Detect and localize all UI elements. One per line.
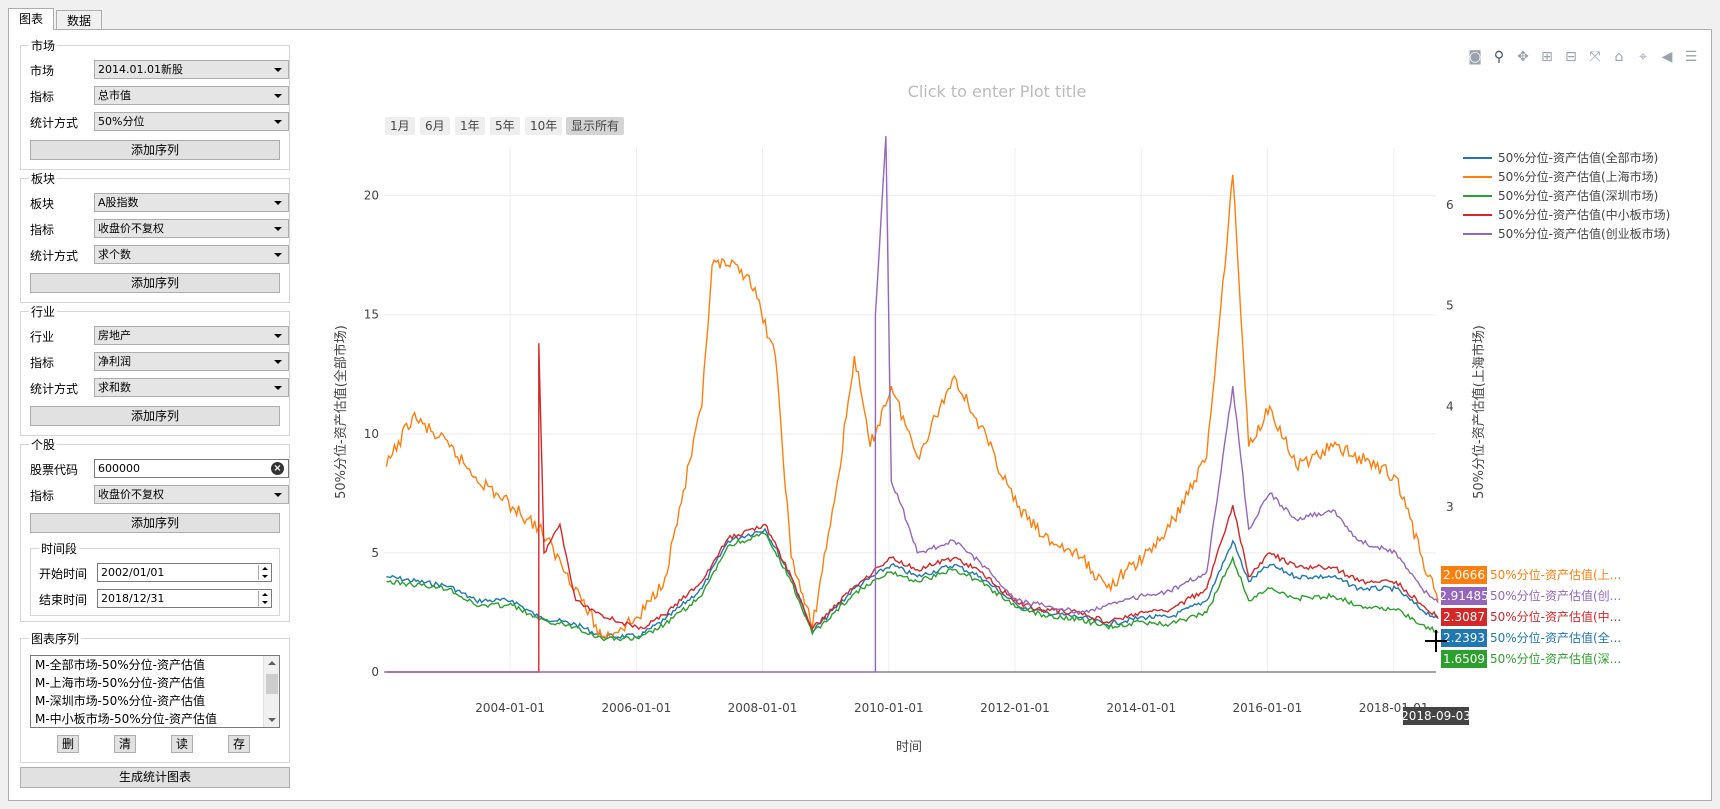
stock-code-input[interactable]: 600000 × xyxy=(94,459,289,478)
stock-group: 个股 股票代码 600000 × 指标 收盘价不复权 添加序列 时间段 开始时间 2… xyxy=(20,436,290,622)
market-metric-label: 指标 xyxy=(30,89,55,104)
range-10y-button[interactable]: 10年 xyxy=(525,117,563,135)
spike-icon[interactable]: ⌖ xyxy=(1639,49,1647,65)
generate-chart-button[interactable]: 生成统计图表 xyxy=(20,767,290,788)
delete-button[interactable]: 删 xyxy=(57,735,79,753)
end-time-label: 结束时间 xyxy=(39,592,88,607)
range-all-button[interactable]: 显示所有 xyxy=(566,117,625,135)
industry-metric-label: 指标 xyxy=(30,355,55,370)
sector-add-series-button[interactable]: 添加序列 xyxy=(30,273,280,293)
list-item[interactable]: M-中小板市场-50%分位-资产估值 xyxy=(35,712,218,726)
industry-group: 行业 行业 房地产 指标 净利润 统计方式 求和数 添加序列 xyxy=(20,303,290,436)
market-add-series-button[interactable]: 添加序列 xyxy=(30,140,280,160)
tab-data[interactable]: 数据 xyxy=(56,10,103,30)
sector-group-title: 板块 xyxy=(29,170,58,187)
list-item[interactable]: M-全部市场-50%分位-资产估值 xyxy=(35,658,206,672)
stock-add-series-button[interactable]: 添加序列 xyxy=(30,513,280,533)
start-time-value: 2002/01/01 xyxy=(101,566,165,579)
market-stat-label: 统计方式 xyxy=(30,115,79,130)
sector-metric-label: 指标 xyxy=(30,222,55,237)
range-1y-button[interactable]: 1年 xyxy=(455,117,485,135)
period-group: 时间段 开始时间 2002/01/01 结束时间 2018/12/31 xyxy=(30,540,280,616)
hover-compare-icon[interactable]: ☰ xyxy=(1684,49,1698,65)
load-button[interactable]: 读 xyxy=(171,735,193,753)
zoom-out-icon[interactable]: ⊟ xyxy=(1565,49,1577,65)
home-icon[interactable]: ⌂ xyxy=(1614,49,1624,65)
stock-code-label: 股票代码 xyxy=(30,462,79,477)
sector-stat-label: 统计方式 xyxy=(30,248,79,263)
range-6m-button[interactable]: 6月 xyxy=(420,117,450,135)
market-select[interactable]: 2014.01.01新股 xyxy=(94,60,289,79)
listbox-scrollbar[interactable] xyxy=(263,656,279,727)
market-stat-select[interactable]: 50%分位 xyxy=(94,112,289,131)
autoscale-icon[interactable]: ⤧ xyxy=(1589,49,1601,65)
series-listbox[interactable]: M-全部市场-50%分位-资产估值 M-上海市场-50%分位-资产估值 M-深圳… xyxy=(30,655,280,728)
zoom-in-icon[interactable]: ⊞ xyxy=(1541,49,1553,65)
market-group: 市场 市场 2014.01.01新股 指标 总市值 统计方式 50%分位 添加序列 xyxy=(20,37,290,170)
market-metric-select[interactable]: 总市值 xyxy=(94,86,289,105)
start-time-label: 开始时间 xyxy=(39,566,88,581)
pan-icon[interactable]: ✥ xyxy=(1517,49,1529,65)
sector-stat-select[interactable]: 求个数 xyxy=(94,245,289,264)
end-time-picker[interactable]: 2018/12/31 xyxy=(97,589,272,608)
sector-select[interactable]: A股指数 xyxy=(94,193,289,212)
sector-metric-select[interactable]: 收盘价不复权 xyxy=(94,219,289,238)
hover-closest-icon[interactable]: ◀ xyxy=(1661,49,1673,65)
tab-chart[interactable]: 图表 xyxy=(8,8,55,30)
stock-code-value: 600000 xyxy=(98,462,140,475)
stock-metric-select[interactable]: 收盘价不复权 xyxy=(94,485,289,504)
clear-icon[interactable]: × xyxy=(271,462,284,475)
start-time-picker[interactable]: 2002/01/01 xyxy=(97,563,272,582)
market-group-title: 市场 xyxy=(29,37,58,54)
industry-group-title: 行业 xyxy=(29,303,58,320)
range-5y-button[interactable]: 5年 xyxy=(490,117,520,135)
sector-group: 板块 板块 A股指数 指标 收盘价不复权 统计方式 求个数 添加序列 xyxy=(20,170,290,303)
industry-stat-label: 统计方式 xyxy=(30,381,79,396)
list-item[interactable]: M-上海市场-50%分位-资产估值 xyxy=(35,676,206,690)
stock-group-title: 个股 xyxy=(29,436,58,453)
sector-label: 板块 xyxy=(30,196,55,211)
zoom-icon[interactable]: ⚲ xyxy=(1493,49,1505,65)
market-label: 市场 xyxy=(30,63,55,78)
clear-button[interactable]: 清 xyxy=(114,735,136,753)
industry-select[interactable]: 房地产 xyxy=(94,326,289,345)
series-group-title: 图表序列 xyxy=(29,630,82,647)
plot-modebar: ◙ ⚲ ✥ ⊞ ⊟ ⤧ ⌂ ⌖ ◀ ☰ xyxy=(1466,48,1700,66)
series-group: 图表序列 M-全部市场-50%分位-资产估值 M-上海市场-50%分位-资产估值… xyxy=(20,630,290,763)
save-button[interactable]: 存 xyxy=(228,735,250,753)
camera-icon[interactable]: ◙ xyxy=(1468,49,1482,65)
end-time-value: 2018/12/31 xyxy=(101,592,165,605)
range-1m-button[interactable]: 1月 xyxy=(385,117,415,135)
end-time-spinner[interactable] xyxy=(258,591,270,606)
industry-metric-select[interactable]: 净利润 xyxy=(94,352,289,371)
tab-bar: 图表 数据 xyxy=(8,8,104,30)
industry-label: 行业 xyxy=(30,329,55,344)
start-time-spinner[interactable] xyxy=(258,565,270,580)
period-group-title: 时间段 xyxy=(39,540,80,557)
industry-add-series-button[interactable]: 添加序列 xyxy=(30,406,280,426)
industry-stat-select[interactable]: 求和数 xyxy=(94,378,289,397)
stock-metric-label: 指标 xyxy=(30,488,55,503)
list-item[interactable]: M-深圳市场-50%分位-资产估值 xyxy=(35,694,206,708)
